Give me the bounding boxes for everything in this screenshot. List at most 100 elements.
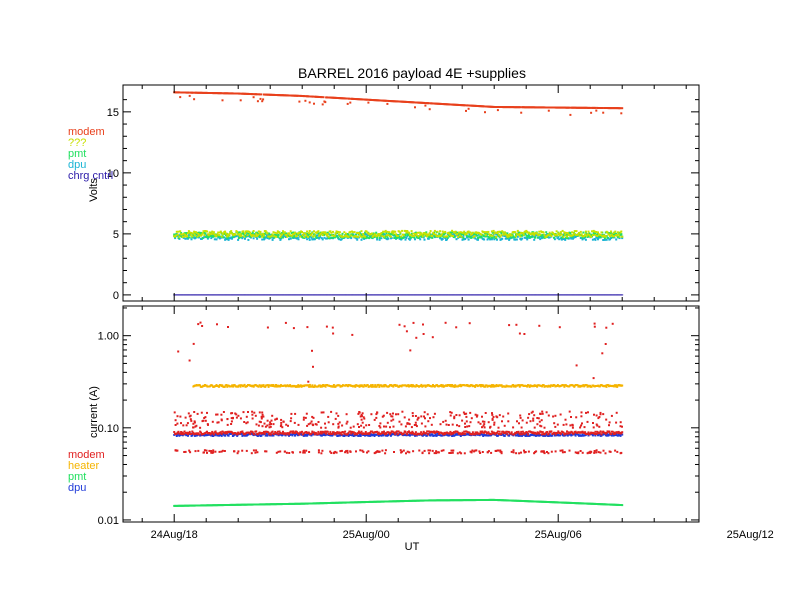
top-point-dpu xyxy=(477,238,479,241)
top-point-pmt xyxy=(616,236,619,239)
top-point-pmt xyxy=(486,233,489,236)
bottom-point-heater xyxy=(319,385,322,388)
bottom-point-dpu xyxy=(211,433,214,436)
bottom-point-heater xyxy=(411,385,414,388)
top-point-pmt xyxy=(582,231,585,234)
bottom-point-modem xyxy=(453,415,456,418)
top-point-pmt xyxy=(385,232,388,234)
bottom-point-modem xyxy=(580,424,583,427)
bottom-point-modem xyxy=(347,432,350,434)
bottom-point-dpu xyxy=(193,434,196,437)
bottom-point-modem xyxy=(427,430,430,433)
top-point-pmt xyxy=(382,232,385,235)
bottom-point-modem xyxy=(432,416,435,419)
top-point-??? xyxy=(590,235,593,238)
top-point-dpu xyxy=(355,237,358,240)
bottom-point-modem xyxy=(546,431,549,433)
top-point-??? xyxy=(575,230,578,233)
top-point-pmt xyxy=(386,236,389,239)
bottom-point-dpu xyxy=(256,435,259,437)
bottom-point-modem xyxy=(331,433,334,435)
top-point-??? xyxy=(519,235,522,238)
bottom-point-modem xyxy=(430,423,433,426)
bottom-point-modem xyxy=(225,431,227,434)
bottom-point-modem xyxy=(311,415,314,418)
top-point-modem xyxy=(262,98,265,101)
bottom-point-modem xyxy=(287,432,290,435)
bottom-point-heater xyxy=(225,384,228,386)
bottom-point-modem xyxy=(344,430,347,433)
bottom-point-modem xyxy=(483,423,486,426)
bottom-point-modem xyxy=(496,431,498,434)
top-point-??? xyxy=(293,233,296,236)
bottom-point-dpu xyxy=(508,434,511,437)
top-point-??? xyxy=(211,230,214,233)
bottom-point-heater xyxy=(576,384,579,387)
top-point-modem xyxy=(423,102,426,104)
bottom-point-modem xyxy=(598,416,601,418)
bottom-point-modem xyxy=(275,432,278,435)
bottom-point-modem xyxy=(505,430,508,433)
top-point-??? xyxy=(182,232,185,235)
top-point-??? xyxy=(603,234,606,237)
top-point-dpu xyxy=(597,238,599,241)
top-point-??? xyxy=(377,233,380,235)
bottom-point-heater xyxy=(451,384,453,386)
top-point-modem xyxy=(620,112,623,115)
bottom-point-modem xyxy=(336,431,339,434)
bottom-point-modem xyxy=(356,433,359,436)
top-point-??? xyxy=(356,232,359,234)
top-point-??? xyxy=(560,233,563,236)
bottom-point-modem xyxy=(502,430,505,433)
top-point-??? xyxy=(217,231,220,234)
bottom-point-modem xyxy=(496,430,499,433)
bottom-point-modem xyxy=(585,411,587,414)
bottom-point-heater xyxy=(373,385,376,388)
bottom-point-heater xyxy=(307,384,310,387)
top-point-??? xyxy=(370,232,373,235)
top-point-??? xyxy=(588,234,591,236)
top-point-pmt xyxy=(461,233,464,235)
bottom-point-heater xyxy=(500,384,503,387)
top-point-pmt xyxy=(184,232,187,235)
top-point-pmt xyxy=(612,233,615,236)
top-point-??? xyxy=(578,234,581,237)
bottom-point-heater xyxy=(400,385,403,388)
bottom-point-heater xyxy=(407,384,410,387)
top-point-??? xyxy=(232,234,235,237)
bottom-point-modem xyxy=(420,415,423,418)
bottom-point-heater xyxy=(382,384,385,387)
top-point-??? xyxy=(613,235,616,238)
bottom-point-modem xyxy=(600,433,603,436)
bottom-point-dpu xyxy=(351,434,353,437)
bottom-point-modem xyxy=(295,430,298,433)
bottom-point-heater xyxy=(604,384,607,387)
top-point-??? xyxy=(234,233,237,236)
top-point-modem xyxy=(187,91,190,94)
top-point-??? xyxy=(202,230,205,233)
bottom-point-modem xyxy=(411,412,414,415)
top-point-??? xyxy=(565,231,568,234)
top-point-dpu xyxy=(206,237,209,240)
bottom-point-dpu xyxy=(610,434,613,437)
bottom-point-modem xyxy=(597,417,600,420)
top-point-pmt xyxy=(393,237,396,239)
top-point-dpu xyxy=(486,238,489,241)
top-point-modem xyxy=(322,96,325,99)
bottom-point-modem xyxy=(216,421,219,424)
bottom-point-modem xyxy=(451,423,454,426)
bottom-point-heater xyxy=(296,385,299,388)
bottom-point-dpu xyxy=(566,434,569,437)
top-point-??? xyxy=(250,233,252,236)
top-point-dpu xyxy=(356,238,359,241)
bottom-point-modem xyxy=(422,430,425,433)
top-point-pmt xyxy=(225,234,227,237)
bottom-point-modem xyxy=(293,421,296,424)
top-point-??? xyxy=(236,231,239,234)
bottom-point-modem xyxy=(243,421,246,423)
top-point-pmt xyxy=(291,236,294,239)
bottom-point-dpu xyxy=(175,435,178,437)
bottom-point-modem xyxy=(311,423,314,426)
bottom-point-heater xyxy=(238,384,241,387)
top-point-dpu xyxy=(246,235,249,238)
